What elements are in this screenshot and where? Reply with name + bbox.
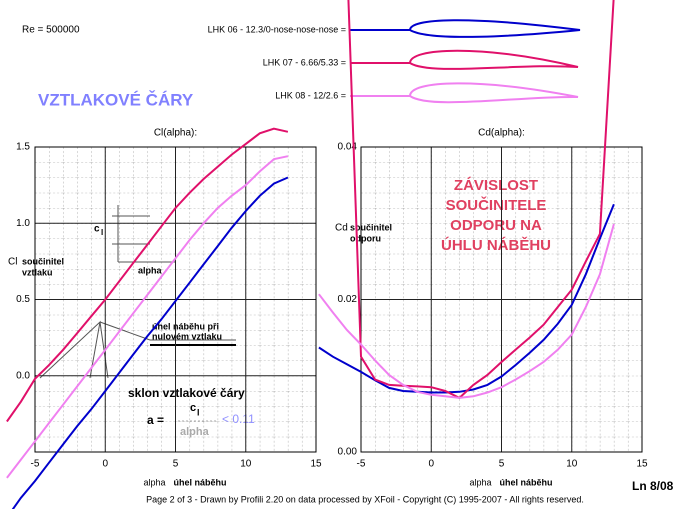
y-symbol: Cd [335,223,348,234]
annotation: < 0.11 [222,412,255,426]
series-line [6,155,289,479]
airfoil [408,19,581,38]
x-tick-label: 0 [428,459,434,470]
x-tick-label: 10 [240,459,252,470]
y-axis-label: vztlaku [22,267,53,277]
airfoil [408,49,579,70]
chart-title: Cd(alpha): [478,128,525,139]
annotation: nulovém vztlaku [152,331,222,341]
annotation: ZÁVISLOST [454,177,538,194]
annotation: alpha [138,265,163,275]
y-axis-label: součinitel [350,222,392,232]
footer: Page 2 of 3 - Drawn by Profili 2.20 on d… [146,494,584,504]
x-tick-label: 15 [636,459,648,470]
annotation: alpha [180,426,210,438]
x-tick-label: 5 [173,459,179,470]
y-tick-label: 0.00 [338,447,358,458]
series-line [6,127,289,423]
annotation: ODPORU NA [450,217,542,234]
legend-label: LHK 06 - 12.3/0-nose-nose-nose = [208,24,346,34]
y-symbol: Cl [8,257,17,268]
x-axis-label: alpha [143,477,165,487]
x-tick-label: 10 [566,459,578,470]
annotation: l [101,228,103,237]
x-tick-label: 5 [499,459,505,470]
y-tick-label: 1.5 [16,142,30,153]
airfoil [408,82,579,104]
plot-frame [34,146,317,453]
y-tick-label: 0.04 [338,142,358,153]
series-line [347,0,615,400]
reynolds: Re = 500000 [22,25,80,36]
legend-label: LHK 08 - 12/2.6 = [275,90,346,100]
annotation: c [94,224,100,235]
y-tick-label: 0.02 [338,294,358,305]
series-group [6,127,289,509]
x-axis-label: alpha [469,477,491,487]
plot-frame [360,146,643,453]
series-line [11,176,289,509]
y-tick-label: 1.0 [16,218,30,229]
annotation: l [197,407,200,417]
series-group [318,0,615,400]
annotation: a = [147,413,164,427]
annotation: úhel náběhu při [152,321,219,331]
annotation: c [190,402,196,414]
annotation: sklon vztlakové čáry [128,386,245,400]
x-axis-label: úhel náběhu [174,477,227,487]
chart-title: Cl(alpha): [154,128,197,139]
x-axis-label: úhel náběhu [500,477,553,487]
x-tick-label: -5 [31,459,40,470]
x-tick-label: 15 [310,459,322,470]
y-axis-label: odporu [350,233,381,243]
y-tick-label: 0.5 [16,294,30,305]
page-title: VZTLAKOVÉ ČÁRY [38,90,194,109]
y-tick-label: 0.0 [16,370,30,381]
annotation: ÚHLU NÁBĚHU [441,236,551,254]
page-number: Ln 8/08 [632,479,674,493]
y-axis-label: součinitel [22,256,64,266]
legend-label: LHK 07 - 6.66/5.33 = [263,57,346,67]
series-line [318,223,615,399]
x-tick-label: -5 [357,459,366,470]
annotation: SOUČINITELE [446,196,547,214]
x-tick-label: 0 [102,459,108,470]
